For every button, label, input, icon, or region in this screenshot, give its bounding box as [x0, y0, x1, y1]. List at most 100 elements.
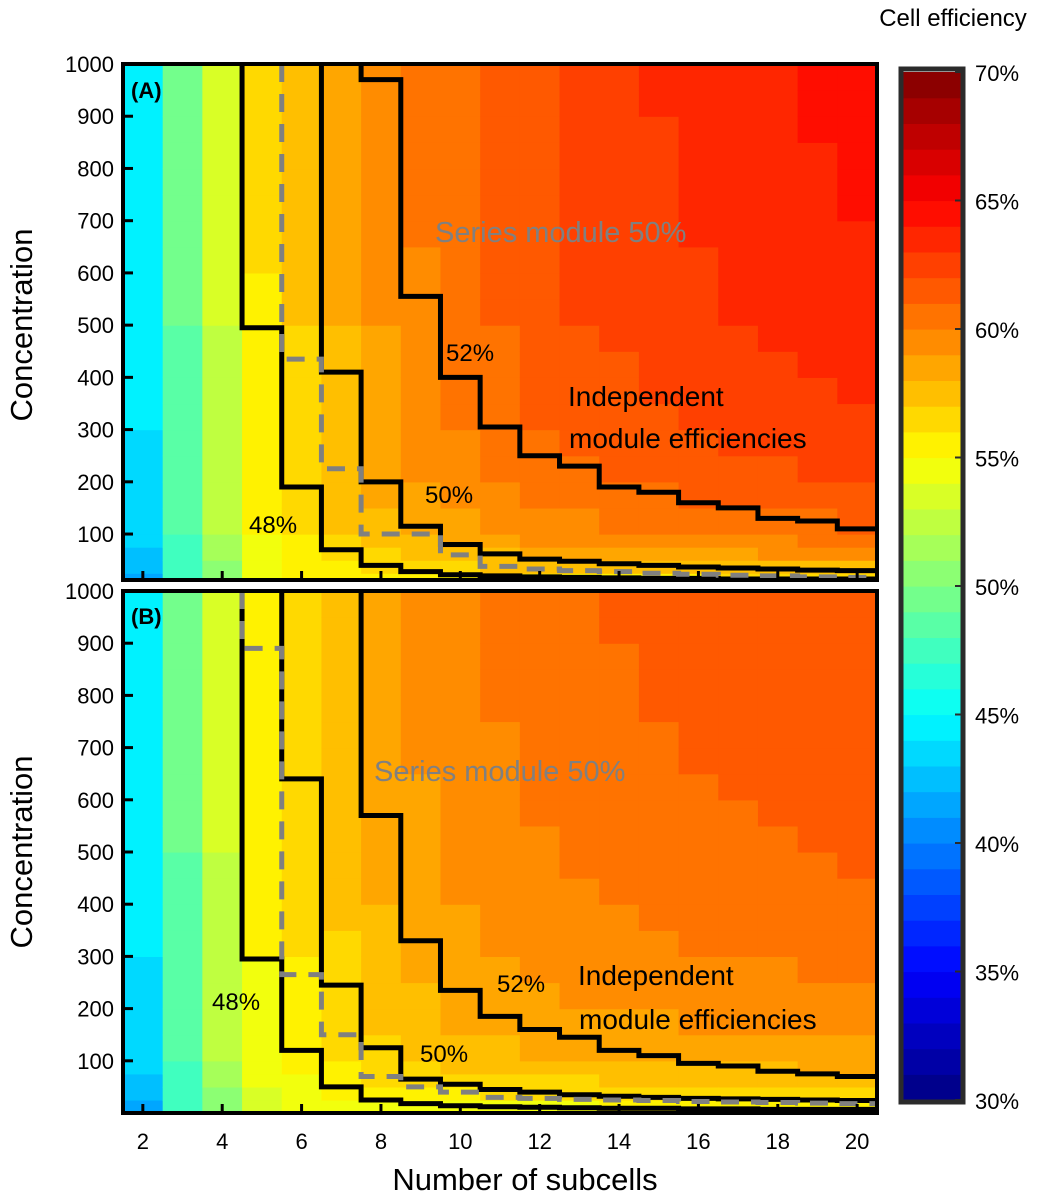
heatmap-cell — [242, 534, 283, 548]
heatmap-cell — [480, 721, 521, 749]
heatmap-cell — [718, 852, 759, 879]
heatmap-cell — [400, 930, 442, 957]
heatmap-cell — [519, 695, 561, 723]
heatmap-cell — [202, 194, 243, 222]
heatmap-cell — [281, 1073, 323, 1088]
colorbar-level — [903, 740, 961, 767]
heatmap-cell — [678, 507, 719, 535]
heatmap-cell — [202, 1073, 243, 1088]
heatmap-cell — [202, 591, 243, 618]
heatmap-cell — [242, 455, 283, 483]
heatmap-cell — [678, 168, 719, 196]
heatmap-cell — [361, 1086, 402, 1101]
heatmap-cell — [797, 90, 838, 117]
heatmap-cell — [281, 142, 323, 170]
heatmap-cell — [202, 507, 243, 535]
heatmap-cell — [519, 481, 561, 509]
heatmap-cell — [400, 351, 442, 378]
heatmap-cell — [480, 695, 521, 723]
heatmap-cell — [361, 507, 402, 535]
heatmap-cell — [797, 272, 838, 300]
heatmap-cell — [638, 299, 680, 326]
heatmap-cell — [638, 721, 680, 749]
y-tick-label: 300 — [77, 418, 114, 443]
heatmap-cell — [837, 643, 878, 670]
heatmap-cell — [281, 325, 323, 352]
heatmap-cell — [202, 377, 243, 405]
heatmap-cell — [400, 547, 442, 561]
heatmap-cell — [321, 429, 362, 457]
heatmap-cell — [400, 825, 442, 853]
heatmap-cell — [321, 591, 362, 618]
heatmap-cell — [361, 142, 402, 170]
heatmap-cell — [480, 168, 521, 196]
heatmap-cell — [281, 1008, 323, 1036]
heatmap-cell — [638, 591, 680, 618]
heatmap-cell — [519, 116, 561, 143]
heatmap-cell — [599, 904, 640, 931]
heatmap-cell — [718, 507, 759, 535]
heatmap-cell — [599, 429, 640, 457]
heatmap-cell — [757, 643, 799, 670]
heatmap-cell — [400, 1034, 442, 1062]
heatmap-cell — [638, 930, 680, 957]
colorbar-level — [903, 380, 961, 407]
heatmap-cell — [480, 377, 521, 405]
y-tick-label: 100 — [77, 522, 114, 547]
heatmap-cell — [440, 799, 481, 827]
heatmap-cell — [440, 643, 481, 670]
heatmap-cell — [321, 272, 362, 300]
heatmap-cell — [123, 194, 164, 222]
heatmap-cell — [361, 403, 402, 431]
heatmap-cell — [559, 695, 600, 723]
heatmap-cell — [638, 1073, 680, 1088]
colorbar-level — [903, 277, 961, 304]
heatmap-cell — [638, 90, 680, 117]
heatmap-cell — [202, 773, 243, 801]
heatmap-cell — [202, 547, 243, 561]
heatmap-cell — [361, 852, 402, 879]
heatmap-cell — [281, 116, 323, 143]
heatmap-cell — [162, 90, 203, 117]
heatmap-cell — [361, 299, 402, 326]
heatmap-cell — [361, 325, 402, 352]
colorbar-level — [903, 97, 961, 124]
y-axis-b: 100 200 300 400 500 600 700 800 900 1000 — [65, 579, 879, 1115]
heatmap-cell — [123, 799, 164, 827]
heatmap-cell — [757, 351, 799, 378]
heatmap-cell — [757, 116, 799, 143]
heatmap-cell — [321, 377, 362, 405]
heatmap-cell — [440, 299, 481, 326]
heatmap-cell — [281, 852, 323, 879]
heatmap-cell — [797, 773, 838, 801]
heatmap-cell — [321, 1060, 362, 1075]
heatmap-cell — [440, 377, 481, 405]
y-tick-label: 500 — [77, 313, 114, 338]
heatmap-cell — [123, 825, 164, 853]
colorbar-tick-label: 60% — [975, 318, 1019, 343]
heatmap-cell — [599, 142, 640, 170]
heatmap-cell — [321, 325, 362, 352]
heatmap-cell — [202, 1060, 243, 1075]
heatmap-cell — [321, 1086, 362, 1101]
heatmap-cell — [559, 90, 600, 117]
heatmap-cell — [361, 721, 402, 749]
y-tick-label: 400 — [77, 365, 114, 390]
heatmap-cell — [162, 904, 203, 931]
colorbar-level — [903, 226, 961, 253]
heatmap-cell — [559, 1008, 600, 1036]
heatmap-cell — [837, 669, 878, 696]
heatmap-cell — [123, 351, 164, 378]
heatmap-cell — [202, 695, 243, 723]
heatmap-cell — [162, 299, 203, 326]
heatmap-cell — [321, 142, 362, 170]
heatmap-cell — [361, 220, 402, 248]
heatmap-cell — [480, 299, 521, 326]
heatmap-cell — [162, 617, 203, 644]
contour-line-48--b — [239, 591, 877, 1112]
heatmap-cell — [440, 272, 481, 300]
heatmap-cell — [559, 64, 600, 91]
heatmap-cell — [718, 825, 759, 853]
heatmap-cell — [480, 429, 521, 457]
heatmap-cell — [281, 64, 323, 91]
